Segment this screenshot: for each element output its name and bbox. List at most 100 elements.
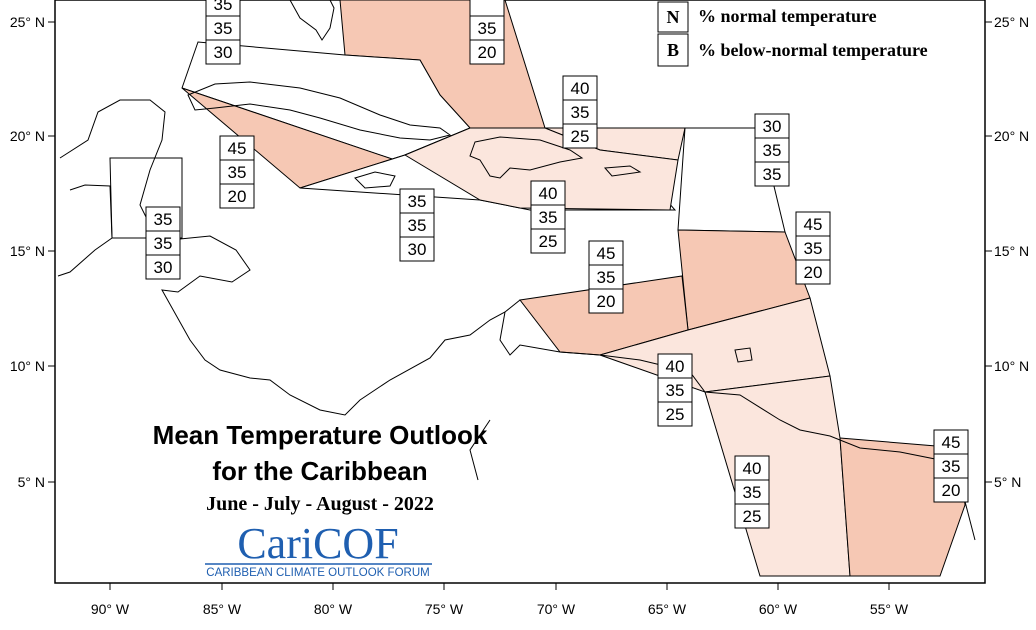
prob-value-above: 40: [666, 357, 685, 376]
prob-value-below: 35: [763, 165, 782, 184]
y-tick-label-right: 10° N: [994, 358, 1029, 374]
prob-cell-above: [588, 240, 624, 266]
prob-value-normal: 35: [571, 103, 590, 122]
prob-value-normal: 35: [763, 141, 782, 160]
probability-box-belize-honduras: 35 35 30: [145, 206, 181, 280]
y-tick-label-right: 25° N: [994, 14, 1029, 30]
prob-cell-below: [754, 161, 790, 187]
prob-cell-normal: [734, 479, 770, 505]
prob-value-above: 30: [763, 117, 782, 136]
x-tick-label: 75° W: [425, 601, 464, 617]
prob-value-below: 30: [214, 43, 233, 62]
prob-cell-above: [933, 429, 969, 455]
prob-cell-normal: [754, 137, 790, 163]
prob-value-below: 30: [408, 240, 427, 259]
legend-key-n-box: [657, 1, 689, 33]
prob-value-below: 20: [597, 292, 616, 311]
coast-jamaica: [354, 171, 396, 189]
prob-value-normal: 35: [743, 483, 762, 502]
prob-value-above: 45: [228, 139, 247, 158]
y-tick-label-left: 25° N: [10, 14, 45, 30]
coast-cuba: [187, 81, 452, 141]
map-frame: [54, 0, 986, 584]
probability-box-hispaniola-north: 40 35 25: [562, 75, 598, 149]
prob-value-normal: 35: [408, 216, 427, 235]
prob-cell-above: [399, 188, 435, 214]
prob-cell-normal: [205, 15, 241, 41]
prob-cell-normal: [588, 264, 624, 290]
x-tick-label: 85° W: [203, 601, 242, 617]
caricof-logo: CariCOF CARIBBEAN CLIMATE OUTLOOK FORUM: [205, 519, 432, 579]
prob-cell-below: [205, 39, 241, 65]
prob-value-below: 20: [804, 263, 823, 282]
y-tick-label-left: 15° N: [10, 243, 45, 259]
prob-cell-above: [145, 206, 181, 232]
prob-value-below: 25: [571, 127, 590, 146]
x-tick-label: 80° W: [314, 601, 353, 617]
legend-key-b-box: [657, 33, 689, 67]
probability-box-hispaniola-south: 40 35 25: [530, 180, 566, 254]
prob-value-above: 35: [408, 192, 427, 211]
probability-box-trinidad-venezuela: 40 35 25: [657, 353, 693, 427]
title-line-2: for the Caribbean: [212, 456, 427, 486]
prob-value-below: 30: [154, 258, 173, 277]
probability-box-cayman-turks-west: 35 35 30: [205, 0, 241, 65]
coast-trinidad: [734, 347, 753, 363]
probability-boxes: 3520353530453520353530353530403525403525…: [145, 0, 969, 529]
prob-value-normal: 35: [478, 19, 497, 38]
probability-box-abc-islands: 45 35 20: [588, 240, 624, 314]
map-title: Mean Temperature Outlook for the Caribbe…: [153, 420, 488, 515]
prob-value-below: 25: [666, 405, 685, 424]
prob-value-below: 25: [743, 507, 762, 526]
prob-value-below: 25: [539, 232, 558, 251]
prob-value-normal: 35: [942, 457, 961, 476]
x-tick-label: 90° W: [91, 601, 130, 617]
prob-cell-normal: [399, 212, 435, 238]
prob-value-above: 35: [154, 210, 173, 229]
title-period: June - July - August - 2022: [206, 493, 434, 515]
prob-cell-normal: [562, 99, 598, 125]
probability-box-suriname-french-guiana: 45 35 20: [933, 429, 969, 503]
region-hispaniola-south: [403, 127, 679, 211]
prob-value-normal: 35: [154, 234, 173, 253]
prob-cell-below: [562, 123, 598, 149]
prob-cell-below: [657, 401, 693, 427]
prob-value-normal: 35: [539, 208, 558, 227]
legend-text-n: % normal temperature: [698, 6, 877, 26]
legend-key-b: B: [667, 40, 679, 60]
prob-value-above: 40: [743, 459, 762, 478]
prob-cell-above: [734, 455, 770, 481]
probability-box-guyana: 40 35 25: [734, 455, 770, 529]
y-tick-label-right: 15° N: [994, 243, 1029, 259]
prob-cell-normal: [145, 230, 181, 256]
x-tick-label: 55° W: [870, 601, 909, 617]
y-tick-label-right: 20° N: [994, 128, 1029, 144]
prob-value-normal: 35: [214, 19, 233, 38]
prob-cell-below: [734, 503, 770, 529]
x-tick-label: 60° W: [759, 601, 798, 617]
prob-value-above: 40: [571, 79, 590, 98]
prob-value-below: 20: [228, 187, 247, 206]
coast-florida-gulf: [229, 0, 335, 41]
outlook-regions: [109, 0, 966, 577]
coast-yucatan-central-america: [59, 99, 521, 416]
logo-tagline: CARIBBEAN CLIMATE OUTLOOK FORUM: [206, 567, 429, 579]
y-tick-label-left: 5° N: [18, 474, 45, 490]
prob-cell-above: [469, 0, 505, 17]
prob-cell-below: [469, 39, 505, 65]
axis-ticks: 90° W 85° W 80° W 75° W 70° W 65° W 60° W 55° W…: [10, 14, 1029, 617]
prob-cell-above: [795, 211, 831, 237]
prob-value-below: 20: [478, 43, 497, 62]
prob-value-normal: 35: [804, 239, 823, 258]
prob-cell-normal: [933, 453, 969, 479]
prob-cell-below: [399, 236, 435, 262]
probability-box-leeward-islands: 45 35 20: [795, 211, 831, 285]
coast-south-america: [469, 311, 976, 541]
prob-value-normal: 35: [666, 381, 685, 400]
legend: N % normal temperature B % below-normal …: [657, 1, 928, 67]
prob-cell-normal: [530, 204, 566, 230]
region-guyana: [704, 375, 851, 577]
legend-key-n: N: [667, 7, 680, 27]
